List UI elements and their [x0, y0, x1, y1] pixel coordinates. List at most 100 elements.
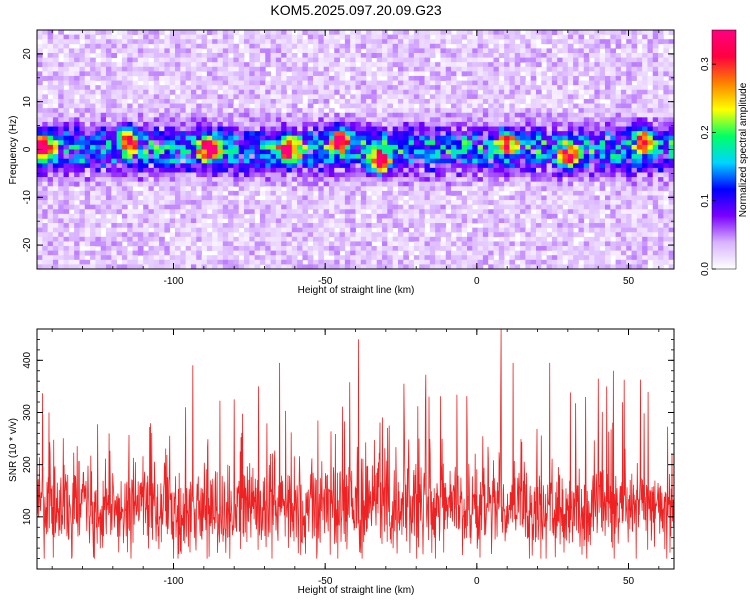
heatmap-cell: [318, 200, 325, 206]
heatmap-cell: [275, 121, 282, 127]
heatmap-cell: [382, 71, 388, 77]
heatmap-cell: [546, 94, 553, 100]
heatmap-cell: [509, 172, 516, 178]
heatmap-cell: [445, 181, 452, 187]
heatmap-cell: [488, 163, 494, 169]
heatmap-cell: [164, 250, 171, 256]
heatmap-cell: [419, 181, 425, 187]
heatmap-cell: [244, 259, 250, 265]
heatmap-cell: [90, 154, 96, 160]
heatmap-cell: [169, 177, 176, 183]
heatmap-cell: [270, 186, 277, 192]
heatmap-cell: [302, 213, 309, 219]
heatmap-cell: [366, 246, 372, 252]
heatmap-cell: [344, 177, 351, 183]
heatmap-cell: [541, 34, 547, 40]
heatmap-cell: [403, 71, 409, 77]
heatmap-cell: [217, 259, 224, 265]
heatmap-cell: [573, 66, 579, 72]
heatmap-cell: [212, 154, 218, 160]
heatmap-cell: [355, 71, 362, 77]
heatmap-cell: [58, 186, 64, 192]
heatmap-cell: [445, 52, 452, 58]
heatmap-cell: [52, 236, 59, 242]
heatmap-cell: [466, 103, 473, 109]
heatmap-cell: [47, 213, 54, 219]
heatmap-cell: [344, 236, 351, 242]
heatmap-cell: [520, 167, 526, 173]
heatmap-cell: [291, 200, 298, 206]
heatmap-cell: [302, 255, 309, 261]
heatmap-cell: [265, 158, 271, 164]
heatmap-cell: [366, 167, 372, 173]
heatmap-cell: [355, 48, 362, 54]
heatmap-cell: [445, 154, 452, 160]
heatmap-cell: [477, 131, 484, 137]
heatmap-cell: [180, 30, 187, 35]
heatmap-cell: [461, 186, 468, 192]
heatmap-cell: [355, 167, 362, 173]
heatmap-cell: [222, 223, 229, 229]
heatmap-cell: [201, 80, 208, 86]
heatmap-cell: [339, 232, 346, 238]
heatmap-cell: [63, 140, 70, 146]
heatmap-cell: [541, 71, 547, 77]
heatmap-cell: [185, 62, 192, 68]
heatmap-cell: [307, 121, 314, 127]
heatmap-cell: [164, 140, 171, 146]
heatmap-cell: [413, 43, 420, 49]
heatmap-cell: [100, 140, 107, 146]
heatmap-cell: [525, 135, 532, 141]
heatmap-cell: [557, 232, 563, 238]
heatmap-cell: [302, 140, 309, 146]
heatmap-cell: [350, 71, 356, 77]
heatmap-cell: [366, 52, 372, 58]
heatmap-cell: [127, 80, 133, 86]
heatmap-cell: [413, 246, 420, 252]
heatmap-cell: [254, 121, 261, 127]
heatmap-cell: [360, 112, 367, 118]
heatmap-cell: [175, 62, 181, 68]
heatmap-cell: [493, 163, 500, 169]
heatmap-cell: [350, 75, 356, 81]
heatmap-cell: [116, 167, 123, 173]
heatmap-cell: [456, 213, 463, 219]
heatmap-cell: [100, 195, 107, 201]
heatmap-cell: [52, 89, 59, 95]
heatmap-cell: [557, 158, 563, 164]
heatmap-cell: [275, 227, 282, 233]
heatmap-cell: [37, 200, 43, 206]
heatmap-cell: [111, 34, 118, 40]
heatmap-cell: [456, 158, 463, 164]
heatmap-cell: [424, 135, 431, 141]
heatmap-cell: [567, 149, 574, 155]
heatmap-cell: [387, 144, 394, 150]
heatmap-cell: [206, 195, 213, 201]
heatmap-cell: [419, 108, 425, 114]
heatmap-cell: [440, 30, 447, 35]
heatmap-cell: [297, 264, 303, 269]
heatmap-cell: [196, 75, 202, 81]
heatmap-cell: [567, 117, 574, 123]
heatmap-cell: [244, 236, 250, 242]
heatmap-cell: [557, 89, 563, 95]
heatmap-cell: [477, 255, 484, 261]
heatmap-cell: [493, 186, 500, 192]
heatmap-cell: [509, 140, 516, 146]
heatmap-cell: [366, 144, 372, 150]
heatmap-cell: [456, 103, 463, 109]
heatmap-cell: [169, 232, 176, 238]
heatmap-cell: [477, 108, 484, 114]
heatmap-cell: [392, 30, 399, 35]
heatmap-cell: [169, 154, 176, 160]
heatmap-cell: [488, 94, 494, 100]
heatmap-cell: [100, 71, 107, 77]
heatmap-cell: [328, 80, 335, 86]
heatmap-cell: [456, 227, 463, 233]
heatmap-cell: [238, 190, 245, 196]
heatmap-cell: [344, 48, 351, 54]
heatmap-cell: [504, 108, 510, 114]
heatmap-cell: [249, 246, 256, 252]
heatmap-cell: [259, 218, 266, 224]
heatmap-cell: [482, 236, 489, 242]
